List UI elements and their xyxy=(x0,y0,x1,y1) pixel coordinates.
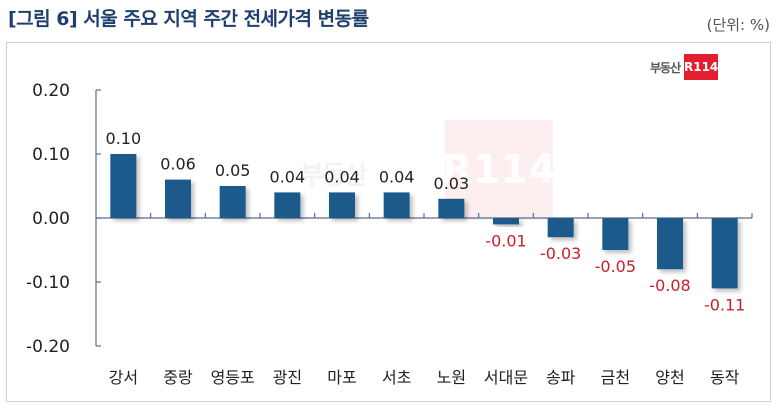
brand-logo: 부동산 R114 xyxy=(650,54,718,80)
data-label: 0.03 xyxy=(434,174,470,193)
data-label: -0.05 xyxy=(595,257,636,276)
chart-frame xyxy=(6,42,771,402)
bar-노원 xyxy=(438,198,465,218)
chart-title: [그림 6] 서울 주요 지역 주간 전세가격 변동률 xyxy=(8,8,369,30)
x-category-label: 서대문 xyxy=(484,368,528,387)
y-tick-label: 0.20 xyxy=(32,81,70,101)
x-category-label: 영등포 xyxy=(211,368,255,387)
bar-중랑 xyxy=(165,179,191,218)
y-tick-label: -0.10 xyxy=(26,273,70,293)
x-category-label: 서초 xyxy=(382,368,411,387)
bar-양천 xyxy=(657,218,683,270)
unit-label: (단위: %) xyxy=(706,16,770,34)
x-category-label: 동작 xyxy=(710,368,740,387)
data-label: 0.04 xyxy=(324,167,360,186)
bar-광진 xyxy=(274,192,301,218)
data-label: -0.03 xyxy=(540,244,581,263)
data-label: 0.10 xyxy=(106,129,142,148)
x-category-label: 강서 xyxy=(109,368,138,387)
watermark-text: 부동산 xyxy=(300,161,368,191)
y-tick-label: 0.10 xyxy=(32,145,70,165)
x-category-label: 노원 xyxy=(437,368,466,387)
y-tick-label: -0.20 xyxy=(26,337,70,357)
r114-logo-icon: R114 xyxy=(684,54,718,80)
x-category-label: 양천 xyxy=(655,368,684,387)
data-label: 0.06 xyxy=(160,155,196,174)
x-category-label: 마포 xyxy=(327,368,356,387)
bar-강서 xyxy=(110,154,137,218)
data-label: 0.05 xyxy=(215,161,251,180)
bar-금천 xyxy=(602,218,629,250)
data-label: 0.04 xyxy=(379,167,415,186)
data-label: 0.04 xyxy=(270,167,306,186)
bar-송파 xyxy=(547,218,574,238)
y-tick-label: 0.00 xyxy=(32,209,70,229)
bar-마포 xyxy=(329,192,355,218)
x-category-label: 중랑 xyxy=(163,368,193,387)
x-category-label: 송파 xyxy=(546,368,576,387)
logo-text: 부동산 xyxy=(650,60,681,75)
data-label: -0.01 xyxy=(485,231,526,250)
bar-서대문 xyxy=(493,218,519,225)
data-label: -0.08 xyxy=(649,276,690,295)
data-label: -0.11 xyxy=(704,295,745,314)
x-category-label: 금천 xyxy=(601,368,630,387)
bar-서초 xyxy=(383,192,410,218)
bar-동작 xyxy=(711,218,738,289)
x-category-label: 광진 xyxy=(273,368,302,387)
bar-영등포 xyxy=(219,186,246,218)
